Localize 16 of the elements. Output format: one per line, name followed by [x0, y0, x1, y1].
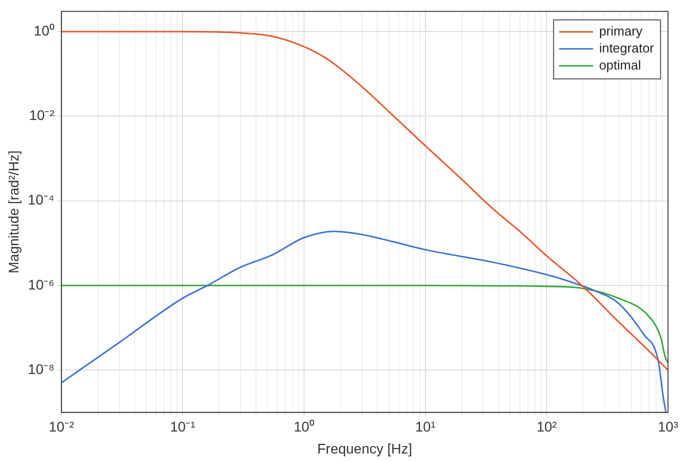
x-tick-label: 10⁰ — [294, 418, 314, 435]
x-tick-label: 10² — [536, 418, 558, 435]
y-tick-label: 10⁰ — [34, 22, 54, 38]
x-tick-label: 10³ — [658, 418, 678, 435]
y-tick-label: 10⁻² — [29, 107, 55, 124]
x-tick-label: 10⁻² — [48, 418, 74, 435]
y-tick-label: 10⁻⁶ — [28, 276, 54, 292]
x-tick-label: 10¹ — [415, 418, 436, 435]
x-axis-title: Frequency [Hz] — [317, 440, 412, 456]
x-tick-label: 10⁻¹ — [170, 418, 196, 435]
legend-label: integrator — [599, 40, 655, 56]
y-tick-label: 10⁻⁴ — [28, 192, 54, 208]
legend-label: primary — [599, 23, 643, 38]
y-axis-title: Magnitude [rad²/Hz] — [5, 150, 22, 274]
legend-label: optimal — [599, 57, 642, 72]
y-tick-label: 10⁻⁸ — [28, 360, 54, 377]
